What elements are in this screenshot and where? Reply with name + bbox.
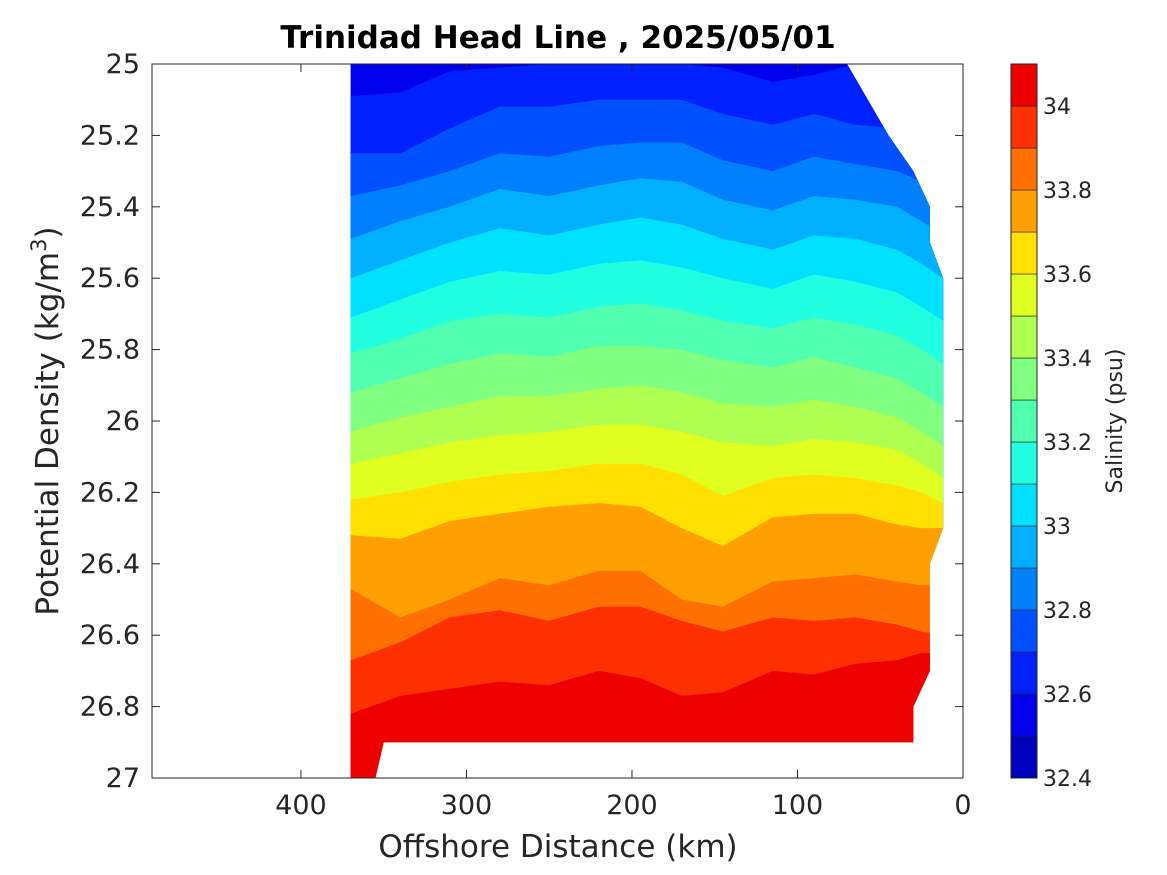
- colorbar: 32.4 32.6 32.8 33 33.2 33.4 33.6 33.8 34 Salinit…: [1010, 63, 1128, 792]
- y-tick-label: 25: [106, 49, 140, 80]
- y-axis-ticks: 25 25.2 25.4 25.6 25.8 26 26.2 26.4 26.6 26.8 27: [80, 49, 963, 794]
- x-axis-ticks: 0 100 200 300 400: [275, 64, 972, 821]
- plot-area: [151, 63, 964, 779]
- colorbar-tick-label: 33.6: [1043, 263, 1092, 288]
- x-tick-label: 200: [606, 790, 658, 821]
- colorbar-block: [1010, 315, 1038, 359]
- colorbar-tick-label: 33.8: [1043, 179, 1092, 204]
- colorbar-tick-label: 33: [1043, 515, 1071, 540]
- y-tick-label: 25.2: [80, 120, 140, 151]
- colorbar-ticks: 32.4 32.6 32.8 33 33.2 33.4 33.6 33.8 34: [1043, 95, 1092, 792]
- colorbar-block: [1010, 231, 1038, 275]
- x-axis-label: Offshore Distance (km): [378, 829, 737, 865]
- colorbar-block: [1010, 189, 1038, 233]
- y-tick-label: 26.2: [80, 477, 140, 508]
- y-axis-label: Potential Density (kg/m3): [27, 226, 66, 615]
- x-tick-label: 300: [441, 790, 493, 821]
- colorbar-block: [1010, 441, 1038, 485]
- y-tick-label: 25.6: [80, 263, 140, 294]
- colorbar-blocks: [1010, 63, 1038, 779]
- colorbar-label: Salinity (psu): [1103, 349, 1128, 494]
- y-tick-label: 25.8: [80, 335, 140, 366]
- colorbar-block: [1010, 357, 1038, 401]
- colorbar-block: [1010, 567, 1038, 611]
- x-tick-label: 400: [275, 790, 327, 821]
- colorbar-block: [1010, 651, 1038, 695]
- colorbar-block: [1010, 525, 1038, 569]
- y-axis-label-main: Potential Density (kg/m: [30, 252, 66, 616]
- y-tick-label: 26.6: [80, 620, 140, 651]
- colorbar-tick-label: 34: [1043, 95, 1071, 120]
- colorbar-block: [1010, 609, 1038, 653]
- y-axis-label-close: ): [30, 226, 66, 238]
- colorbar-block: [1010, 273, 1038, 317]
- x-tick-label: 100: [772, 790, 824, 821]
- y-tick-label: 26.8: [80, 692, 140, 723]
- colorbar-block: [1010, 63, 1038, 107]
- y-tick-label: 26: [106, 406, 140, 437]
- colorbar-block: [1010, 399, 1038, 443]
- colorbar-tick-label: 32.8: [1043, 599, 1092, 624]
- y-tick-label: 25.4: [80, 192, 140, 223]
- colorbar-tick-label: 32.6: [1043, 683, 1092, 708]
- colorbar-tick-label: 32.4: [1043, 767, 1092, 792]
- chart-title: Trinidad Head Line , 2025/05/01: [280, 20, 835, 56]
- colorbar-block: [1010, 735, 1038, 779]
- colorbar-block: [1010, 147, 1038, 191]
- colorbar-tick-label: 33.2: [1043, 431, 1092, 456]
- colorbar-tick-label: 33.4: [1043, 347, 1092, 372]
- colorbar-block: [1010, 693, 1038, 737]
- y-axis-label-superscript: 3: [27, 238, 51, 251]
- colorbar-block: [1010, 483, 1038, 527]
- x-tick-label: 0: [954, 790, 971, 821]
- y-tick-label: 26.4: [80, 549, 140, 580]
- colorbar-block: [1010, 105, 1038, 149]
- colorbar-frame: [1010, 63, 1038, 779]
- y-tick-label: 27: [106, 763, 140, 794]
- contour-fill-group: [350, 64, 944, 778]
